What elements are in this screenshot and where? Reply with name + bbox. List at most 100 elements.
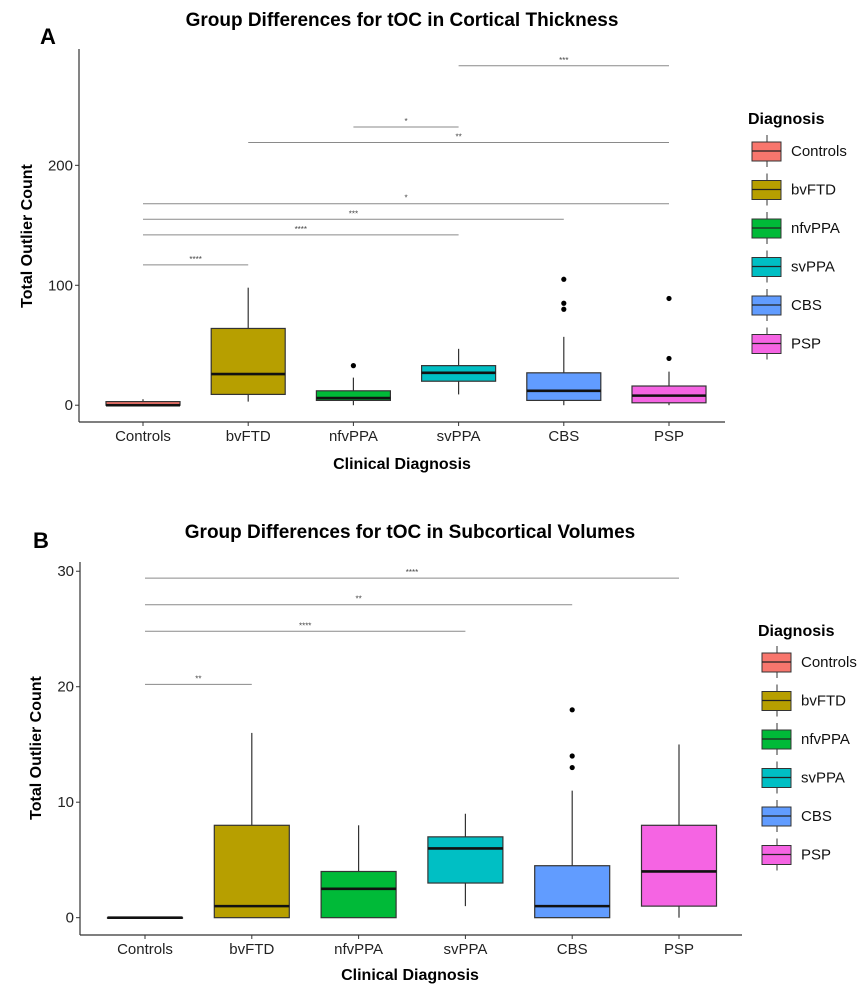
x-tick-label: nfvPPA <box>334 941 383 958</box>
outlier-point <box>561 306 567 312</box>
x-axis-title-b: Clinical Diagnosis <box>341 967 479 984</box>
outlier-point <box>350 363 356 369</box>
box-iqr <box>526 372 602 402</box>
significance-label: ** <box>355 595 361 604</box>
box-svppa <box>427 813 504 907</box>
chart-title-a: Group Differences for tOC in Cortical Th… <box>186 10 619 31</box>
box-bvftd <box>213 732 290 919</box>
significance-label: * <box>404 117 407 126</box>
chart-title-b: Group Differences for tOC in Subcortical… <box>185 522 635 543</box>
significance-label: **** <box>406 568 418 577</box>
x-tick-label: CBS <box>557 941 588 958</box>
box-bvftd <box>210 287 286 402</box>
legend-title-a: Diagnosis <box>748 111 825 128</box>
x-axis-title-a: Clinical Diagnosis <box>333 456 471 473</box>
panel-a: A Group Differences for tOC in Cortical … <box>19 10 847 473</box>
legend-label: nfvPPA <box>791 220 840 237</box>
significance-label: ** <box>455 133 461 142</box>
legend-title-b: Diagnosis <box>758 623 835 640</box>
x-tick-label: svPPA <box>437 428 481 445</box>
legend-label: PSP <box>801 847 831 864</box>
legend-item-cbs: CBS <box>751 289 822 321</box>
box-iqr <box>210 327 286 396</box>
legend-label: Controls <box>791 143 847 160</box>
y-tick-label: 200 <box>48 157 73 174</box>
legend-item-controls: Controls <box>751 135 847 167</box>
legend-label: svPPA <box>791 259 835 276</box>
box-psp <box>640 744 718 918</box>
legend-label: svPPA <box>801 770 845 787</box>
outlier-point <box>561 300 567 306</box>
box-cbs <box>534 707 611 919</box>
legend-item-nfvppa: nfvPPA <box>761 723 850 755</box>
box-nfvppa <box>315 363 391 406</box>
legend-a: Diagnosis Controls bvFTD nfvPPA svPPA CBS PSP <box>748 111 847 360</box>
box-iqr <box>427 836 504 884</box>
panel-b: B Group Differences for tOC in Subcortic… <box>28 522 857 984</box>
x-tick-label: nfvPPA <box>329 428 378 445</box>
box-psp <box>631 295 707 406</box>
legend-label: PSP <box>791 336 821 353</box>
significance-label: **** <box>299 621 311 630</box>
outlier-point <box>666 295 672 302</box>
outlier-point <box>569 764 575 771</box>
box-cbs <box>526 276 602 406</box>
legend-item-cbs: CBS <box>761 800 832 832</box>
box-iqr <box>320 870 397 919</box>
x-tick-label: CBS <box>548 428 579 445</box>
box-iqr <box>534 865 611 919</box>
x-tick-label: svPPA <box>443 941 487 958</box>
y-tick-label: 0 <box>66 910 74 927</box>
box-controls <box>106 916 184 919</box>
box-iqr <box>640 824 718 907</box>
legend-item-controls: Controls <box>761 646 857 678</box>
significance-label: **** <box>189 255 201 264</box>
legend-label: CBS <box>791 297 822 314</box>
legend-label: nfvPPA <box>801 731 850 748</box>
outlier-point <box>569 753 575 759</box>
x-tick-label: bvFTD <box>226 428 271 445</box>
legend-item-bvftd: bvFTD <box>761 684 846 717</box>
x-tick-label: PSP <box>664 941 694 958</box>
x-tick-label: PSP <box>654 428 684 445</box>
panel-label-b: B <box>33 528 49 553</box>
box-iqr <box>315 390 391 402</box>
x-tick-label: Controls <box>117 941 173 958</box>
legend-label: bvFTD <box>801 693 846 710</box>
significance-label: **** <box>295 225 307 234</box>
legend-item-svppa: svPPA <box>761 761 845 794</box>
y-axis-title-b: Total Outlier Count <box>28 675 45 819</box>
significance-label: * <box>404 194 407 203</box>
y-axis-title-a: Total Outlier Count <box>19 163 36 307</box>
legend-b: Diagnosis Controls bvFTD nfvPPA svPPA CBS PSP <box>758 623 857 871</box>
outlier-point <box>561 276 567 282</box>
significance-label: *** <box>349 209 358 218</box>
legend-label: Controls <box>801 654 857 671</box>
legend-item-svppa: svPPA <box>751 250 835 283</box>
outlier-point <box>569 707 575 713</box>
legend-item-psp: PSP <box>761 838 831 871</box>
box-iqr <box>213 824 290 919</box>
legend-label: CBS <box>801 808 832 825</box>
legend-label: bvFTD <box>791 182 836 199</box>
y-tick-label: 20 <box>57 679 74 696</box>
legend-item-bvftd: bvFTD <box>751 173 836 206</box>
panel-label-a: A <box>40 24 56 49</box>
y-tick-label: 30 <box>57 563 74 580</box>
y-tick-label: 0 <box>65 397 73 414</box>
box-svppa <box>421 348 497 395</box>
box-controls <box>105 399 181 407</box>
significance-label: ** <box>195 674 201 683</box>
legend-item-nfvppa: nfvPPA <box>751 212 840 244</box>
box-nfvppa <box>320 825 397 919</box>
y-tick-label: 10 <box>57 794 74 811</box>
outlier-point <box>666 355 672 362</box>
x-tick-label: bvFTD <box>229 941 274 958</box>
significance-label: *** <box>559 56 568 65</box>
x-tick-label: Controls <box>115 428 171 445</box>
legend-item-psp: PSP <box>751 327 821 360</box>
y-tick-label: 100 <box>48 277 73 294</box>
